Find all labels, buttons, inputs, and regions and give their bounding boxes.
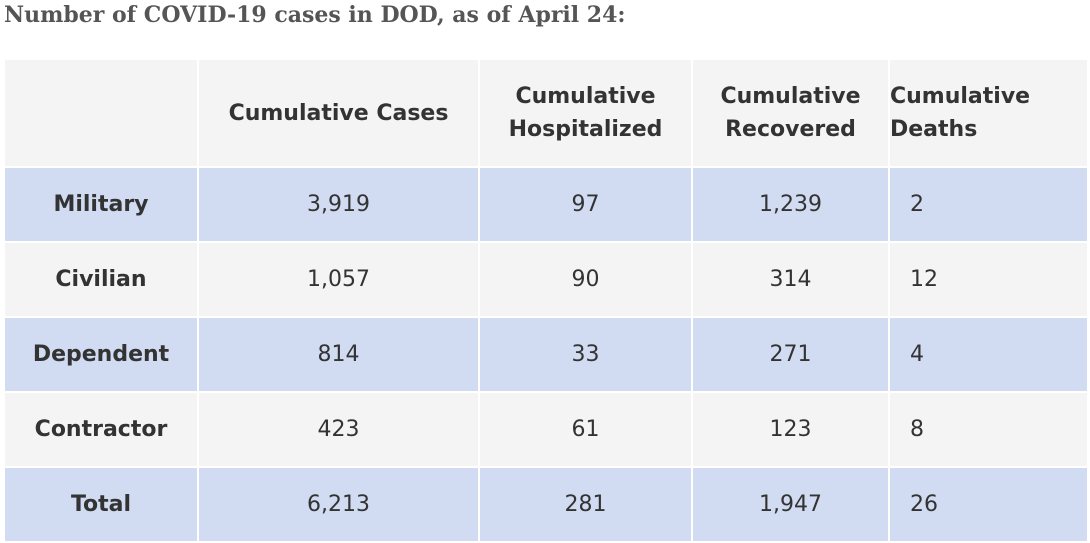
row-label: Total bbox=[3, 466, 199, 543]
hospitalized-cell: 281 bbox=[478, 466, 693, 543]
cases-cell: 1,057 bbox=[197, 241, 480, 318]
row-label: Civilian bbox=[3, 241, 199, 318]
table-row-dependent: Dependent 814 33 271 4 bbox=[3, 316, 1089, 393]
table-row-civilian: Civilian 1,057 90 314 12 bbox=[3, 241, 1089, 318]
header-cases-label: Cumulative Cases bbox=[228, 100, 449, 126]
table-row-military: Military 3,919 97 1,239 2 bbox=[3, 166, 1089, 243]
deaths-cell: 12 bbox=[888, 241, 1089, 318]
row-label: Dependent bbox=[3, 316, 199, 393]
corner-header bbox=[3, 58, 199, 168]
cases-cell: 423 bbox=[197, 391, 480, 468]
cases-cell: 814 bbox=[197, 316, 480, 393]
header-cumulative-deaths: Cumulative Deaths bbox=[888, 58, 1089, 168]
header-hosp-line2: Hospitalized bbox=[508, 117, 663, 142]
deaths-cell: 4 bbox=[888, 316, 1089, 393]
recovered-cell: 314 bbox=[691, 241, 890, 318]
deaths-cell: 8 bbox=[888, 391, 1089, 468]
recovered-cell: 1,239 bbox=[691, 166, 890, 243]
row-label: Contractor bbox=[3, 391, 199, 468]
header-cumulative-recovered: Cumulative Recovered bbox=[691, 58, 890, 168]
recovered-cell: 1,947 bbox=[691, 466, 890, 543]
recovered-cell: 123 bbox=[691, 391, 890, 468]
table-row-total: Total 6,213 281 1,947 26 bbox=[3, 466, 1089, 543]
covid-cases-table: Cumulative Cases Cumulative Hospitalized… bbox=[3, 58, 1089, 543]
row-label: Military bbox=[3, 166, 199, 243]
cases-cell: 3,919 bbox=[197, 166, 480, 243]
hospitalized-cell: 97 bbox=[478, 166, 693, 243]
page-title: Number of COVID-19 cases in DOD, as of A… bbox=[4, 2, 626, 28]
header-deaths-line2: Deaths bbox=[890, 117, 978, 142]
hospitalized-cell: 90 bbox=[478, 241, 693, 318]
hospitalized-cell: 33 bbox=[478, 316, 693, 393]
header-hosp-line1: Cumulative bbox=[515, 84, 656, 109]
hospitalized-cell: 61 bbox=[478, 391, 693, 468]
deaths-cell: 2 bbox=[888, 166, 1089, 243]
header-rec-line1: Cumulative bbox=[720, 84, 861, 109]
deaths-cell: 26 bbox=[888, 466, 1089, 543]
recovered-cell: 271 bbox=[691, 316, 890, 393]
cases-cell: 6,213 bbox=[197, 466, 480, 543]
header-deaths-line1: Cumulative bbox=[890, 84, 1031, 109]
header-cumulative-cases: Cumulative Cases bbox=[197, 58, 480, 168]
header-rec-line2: Recovered bbox=[725, 117, 856, 142]
header-row: Cumulative Cases Cumulative Hospitalized… bbox=[3, 58, 1089, 168]
table-row-contractor: Contractor 423 61 123 8 bbox=[3, 391, 1089, 468]
header-cumulative-hospitalized: Cumulative Hospitalized bbox=[478, 58, 693, 168]
